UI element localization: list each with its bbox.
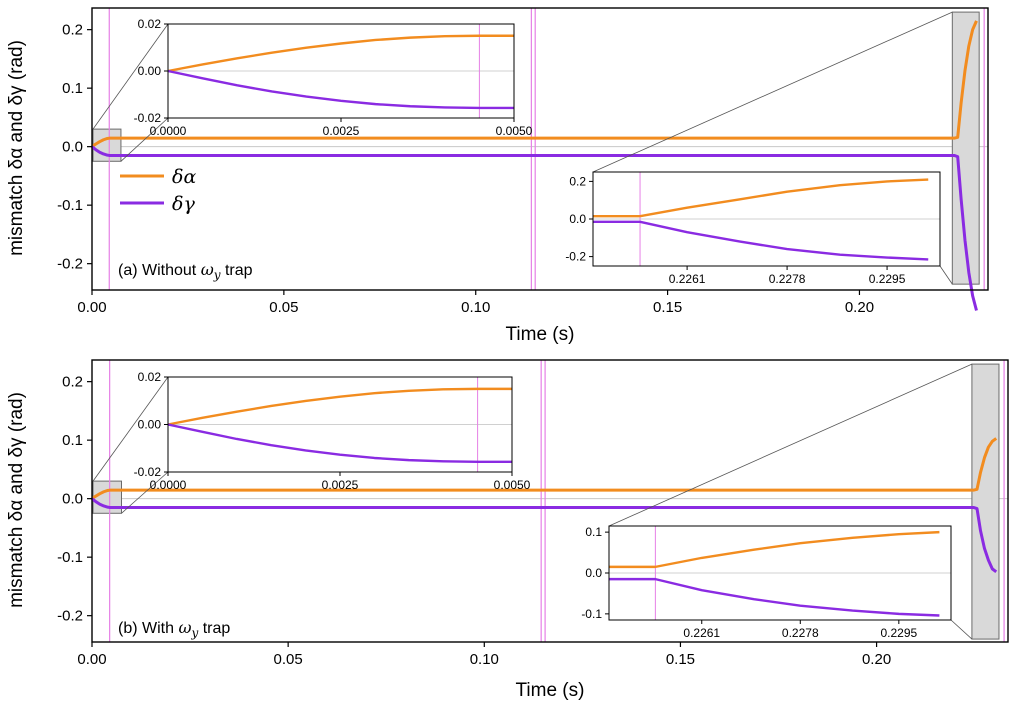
x-tick-label: 0.00 bbox=[77, 651, 106, 668]
x-tick-label: 0.20 bbox=[845, 299, 874, 316]
x-tick-label: 0.15 bbox=[653, 299, 682, 316]
y-tick-label: -0.2 bbox=[57, 608, 83, 625]
zoom-connector-start-2 bbox=[121, 471, 169, 514]
inset-series-gamma bbox=[167, 69, 514, 110]
inset-end: 0.2261 0.2278 0.2295 -0.2 0.0 0.2 bbox=[565, 171, 941, 286]
x-axis-label: Time (s) bbox=[516, 680, 585, 701]
panel-label-subscript: y bbox=[213, 268, 221, 282]
y-tick-label: 0.0 bbox=[62, 491, 83, 508]
plot-frame bbox=[91, 359, 1009, 643]
x-tick-label: 0.00 bbox=[77, 299, 106, 316]
panel-label-suffix: trap bbox=[198, 620, 230, 637]
inset-x-tick-label: 0.0000 bbox=[150, 478, 187, 492]
zoom-connector-start-2 bbox=[120, 117, 169, 162]
y-axis-label: mismatch δα and δγ (rad) bbox=[6, 40, 27, 256]
x-tick-label: 0.05 bbox=[274, 651, 303, 668]
inset-y-tick-label: 0.02 bbox=[138, 370, 162, 384]
panel-label: (a) Without ωy trap bbox=[118, 260, 253, 282]
panel-a: 0.00 0.05 0.10 0.15 0.20 -0.2 -0.1 0.0 0.1 0.2 Tim… bbox=[6, 7, 989, 345]
y-tick-label: -0.2 bbox=[57, 256, 83, 273]
inset-x-tick-label: 0.2278 bbox=[769, 272, 806, 286]
x-tick-label: 0.10 bbox=[470, 651, 499, 668]
y-axis-label: mismatch δα and δγ (rad) bbox=[6, 392, 27, 608]
x-tick-label: 0.15 bbox=[666, 651, 695, 668]
y-tick-label: 0.1 bbox=[62, 432, 83, 449]
y-tick-label: -0.1 bbox=[57, 549, 83, 566]
x-tick-label: 0.10 bbox=[461, 299, 490, 316]
plot-frame bbox=[91, 7, 989, 291]
series-line-alpha bbox=[91, 20, 978, 148]
y-tick-label: 0.2 bbox=[62, 22, 83, 39]
inset-x-tick-label: 0.0050 bbox=[496, 124, 533, 138]
inset-start: 0.0000 0.0025 0.0050 -0.02 0.00 0.02 bbox=[134, 17, 533, 138]
inset-x-tick-label: 0.2295 bbox=[869, 272, 906, 286]
inset-x-tick-label: 0.0025 bbox=[323, 124, 360, 138]
inset-end: 0.2261 0.2278 0.2295 -0.1 0.0 0.1 bbox=[581, 525, 952, 640]
y-tick-label: -0.1 bbox=[57, 197, 83, 214]
zoom-connector-start-1 bbox=[92, 376, 169, 482]
inset-y-tick-label: -0.2 bbox=[565, 250, 586, 264]
inset-start: 0.0000 0.0025 0.0050 -0.02 0.00 0.02 bbox=[134, 370, 531, 492]
zoom-connector-end-1 bbox=[592, 11, 953, 173]
inset-y-tick-label: 0.0 bbox=[569, 212, 586, 226]
panel-label-prefix: (a) Without bbox=[118, 262, 201, 279]
zoom-connector-start-1 bbox=[92, 23, 169, 130]
panel-label-omega: ω bbox=[201, 260, 214, 279]
inset-series-gamma bbox=[167, 423, 512, 463]
panel-label-omega: ω bbox=[178, 618, 191, 637]
panel-b: 0.00 0.05 0.10 0.15 0.20 -0.2 -0.1 0.0 0.1 0.2 Tim… bbox=[6, 359, 1009, 701]
inset-y-tick-label: 0.02 bbox=[138, 17, 162, 31]
inset-y-tick-label: 0.0 bbox=[585, 566, 602, 580]
inset-x-tick-label: 0.0025 bbox=[322, 478, 359, 492]
panel-label-subscript: y bbox=[191, 626, 199, 640]
zoom-connector-end-2 bbox=[939, 265, 953, 285]
inset-y-tick-label: -0.02 bbox=[134, 465, 162, 479]
inset-series-gamma bbox=[609, 577, 940, 617]
inset-x-tick-label: 0.0000 bbox=[150, 124, 187, 138]
inset-series-alpha bbox=[167, 34, 514, 73]
legend: δα δγ bbox=[120, 166, 196, 215]
inset-x-tick-label: 0.0050 bbox=[494, 478, 531, 492]
series-line-gamma bbox=[91, 145, 978, 311]
inset-y-tick-label: 0.1 bbox=[585, 525, 602, 539]
inset-y-tick-label: -0.1 bbox=[581, 607, 602, 621]
zoom-connector-end-2 bbox=[950, 619, 973, 640]
inset-y-tick-label: 0.00 bbox=[138, 64, 162, 78]
x-tick-label: 0.20 bbox=[862, 651, 891, 668]
zoom-connector-end-1 bbox=[608, 363, 973, 527]
inset-x-tick-label: 0.2261 bbox=[683, 626, 720, 640]
inset-series-alpha bbox=[167, 387, 512, 426]
y-tick-label: 0.0 bbox=[62, 139, 83, 156]
panel-label: (b) With ωy trap bbox=[118, 618, 230, 640]
inset-x-tick-label: 0.2295 bbox=[880, 626, 917, 640]
inset-series-alpha bbox=[609, 530, 940, 569]
inset-x-tick-label: 0.2278 bbox=[782, 626, 819, 640]
zoom-region-end bbox=[971, 363, 1000, 640]
x-tick-label: 0.05 bbox=[269, 299, 298, 316]
inset-series-alpha bbox=[593, 178, 929, 218]
series-line-gamma bbox=[91, 497, 998, 573]
series-line-alpha bbox=[91, 437, 998, 500]
x-axis-label: Time (s) bbox=[506, 324, 575, 345]
inset-x-tick-label: 0.2261 bbox=[669, 272, 706, 286]
inset-y-tick-label: -0.02 bbox=[134, 111, 162, 125]
inset-y-tick-label: 0.2 bbox=[569, 174, 586, 188]
panel-label-suffix: trap bbox=[221, 262, 253, 279]
y-tick-label: 0.1 bbox=[62, 80, 83, 97]
inset-y-tick-label: 0.00 bbox=[138, 418, 162, 432]
panel-label-prefix: (b) With bbox=[118, 620, 178, 637]
inset-series-gamma bbox=[593, 220, 929, 261]
legend-label-alpha: δα bbox=[172, 166, 196, 188]
legend-label-gamma: δγ bbox=[172, 193, 195, 215]
y-tick-label: 0.2 bbox=[62, 374, 83, 391]
